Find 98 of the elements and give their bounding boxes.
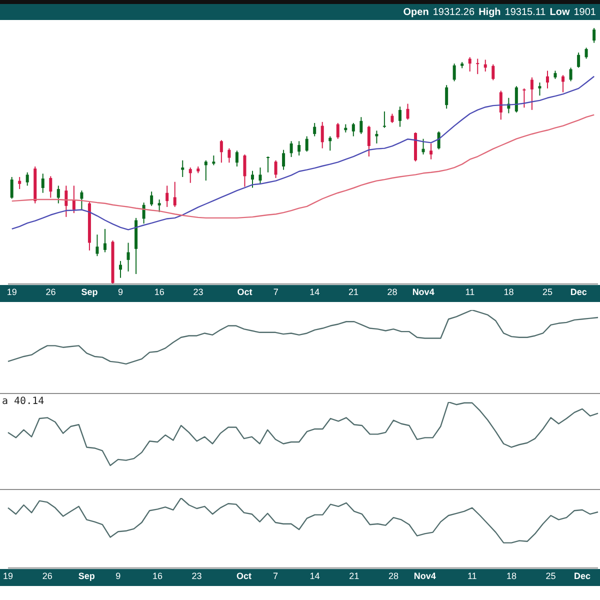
candlestick — [266, 156, 270, 173]
candlestick — [220, 140, 223, 164]
candlestick — [492, 64, 495, 81]
x-tick-label: 25 — [542, 287, 553, 297]
candlestick — [328, 136, 332, 152]
x-tick-label: 21 — [349, 571, 360, 581]
candlestick — [382, 110, 386, 128]
candlestick — [468, 56, 472, 72]
x-tick-label: 14 — [310, 287, 320, 297]
candlestick — [56, 185, 60, 204]
x-tick-label: Nov4 — [412, 287, 434, 297]
candlestick — [592, 28, 596, 44]
x-tick-label: 11 — [465, 287, 475, 297]
candlestick — [584, 47, 588, 60]
candlestick — [212, 154, 216, 166]
candlestick — [158, 199, 161, 213]
x-tick-label: 26 — [42, 571, 52, 581]
candlestick — [437, 130, 440, 150]
candlestick — [313, 122, 316, 137]
candlestick — [360, 116, 363, 134]
candlestick — [243, 154, 246, 188]
candlestick — [522, 88, 526, 108]
x-tick-label: Nov4 — [414, 571, 436, 581]
x-tick-label: Sep — [78, 571, 96, 581]
candlestick — [546, 70, 549, 89]
x-tick-label: Dec — [574, 571, 591, 581]
candlestick — [562, 74, 565, 93]
candlestick — [422, 138, 425, 155]
candlestick — [290, 140, 293, 158]
candlestick — [166, 185, 169, 208]
x-tick-label: 16 — [154, 287, 164, 297]
x-tick-label: 25 — [546, 571, 556, 581]
candlestick — [18, 176, 22, 190]
x-tick-label: 19 — [6, 287, 17, 297]
candlestick — [445, 84, 448, 110]
x-tick-label: 11 — [467, 571, 477, 581]
candlestick — [274, 160, 278, 179]
candlestick — [375, 130, 378, 144]
x-tick-label: 21 — [348, 287, 358, 297]
candlestick — [484, 59, 487, 72]
x-tick-label: 26 — [46, 287, 56, 297]
candlestick — [96, 234, 99, 257]
candlestick — [499, 90, 502, 120]
candlestick — [10, 176, 14, 200]
x-tick-label: Sep — [81, 287, 98, 297]
candlestick — [452, 63, 456, 82]
candlestick — [204, 160, 208, 182]
x-tick-label: 9 — [118, 287, 124, 297]
candlestick — [228, 148, 231, 164]
x-tick-label: 7 — [272, 571, 278, 581]
candlestick — [430, 142, 433, 160]
x-tick-label: 28 — [388, 571, 398, 581]
candlestick — [390, 113, 394, 124]
x-tick-label: 28 — [387, 287, 398, 297]
candlestick — [64, 185, 68, 218]
candlestick — [305, 136, 308, 152]
x-tick-label: 19 — [2, 571, 14, 581]
candlestick — [398, 106, 402, 128]
candlestick — [150, 191, 154, 206]
candlestick — [530, 76, 534, 110]
x-tick-label: 18 — [506, 571, 516, 581]
candlestick — [235, 150, 238, 167]
candlestick — [119, 260, 122, 278]
candlestick — [41, 173, 44, 194]
candlestick — [188, 167, 192, 184]
x-tick-label: 16 — [152, 571, 162, 581]
candlestick — [577, 52, 580, 68]
annotation: a 40.14 — [2, 396, 44, 407]
candlestick — [569, 67, 572, 82]
candlestick — [103, 228, 106, 253]
candlestick — [538, 82, 542, 96]
x-tick-label: 23 — [193, 287, 204, 297]
x-tick-label: 9 — [116, 571, 121, 581]
candlestick — [72, 185, 76, 214]
candlestick — [181, 160, 184, 178]
candlestick — [126, 242, 130, 272]
x-tick-label: 7 — [273, 287, 278, 297]
x-tick-label: Oct — [237, 287, 252, 297]
candlestick — [26, 172, 29, 186]
text: Open 19312.26 High 19315.11 Low 1901 — [403, 6, 596, 18]
candlestick — [173, 181, 176, 208]
candlestick — [320, 121, 324, 149]
x-tick-label: 23 — [192, 571, 202, 581]
x-tick-label: Dec — [570, 287, 587, 297]
candlestick — [49, 176, 52, 198]
x-tick-label: Oct — [236, 571, 252, 581]
candlestick — [298, 140, 301, 156]
candlestick — [80, 190, 84, 210]
candlestick — [258, 167, 262, 184]
x-tick-label: 18 — [504, 287, 514, 297]
candlestick — [406, 103, 410, 120]
candlestick — [250, 170, 254, 188]
candlestick — [282, 149, 286, 170]
x-tick-label: 14 — [310, 571, 320, 581]
candlestick — [367, 125, 370, 158]
candlestick — [352, 122, 355, 137]
candlestick — [336, 122, 340, 140]
candlestick — [476, 58, 480, 75]
